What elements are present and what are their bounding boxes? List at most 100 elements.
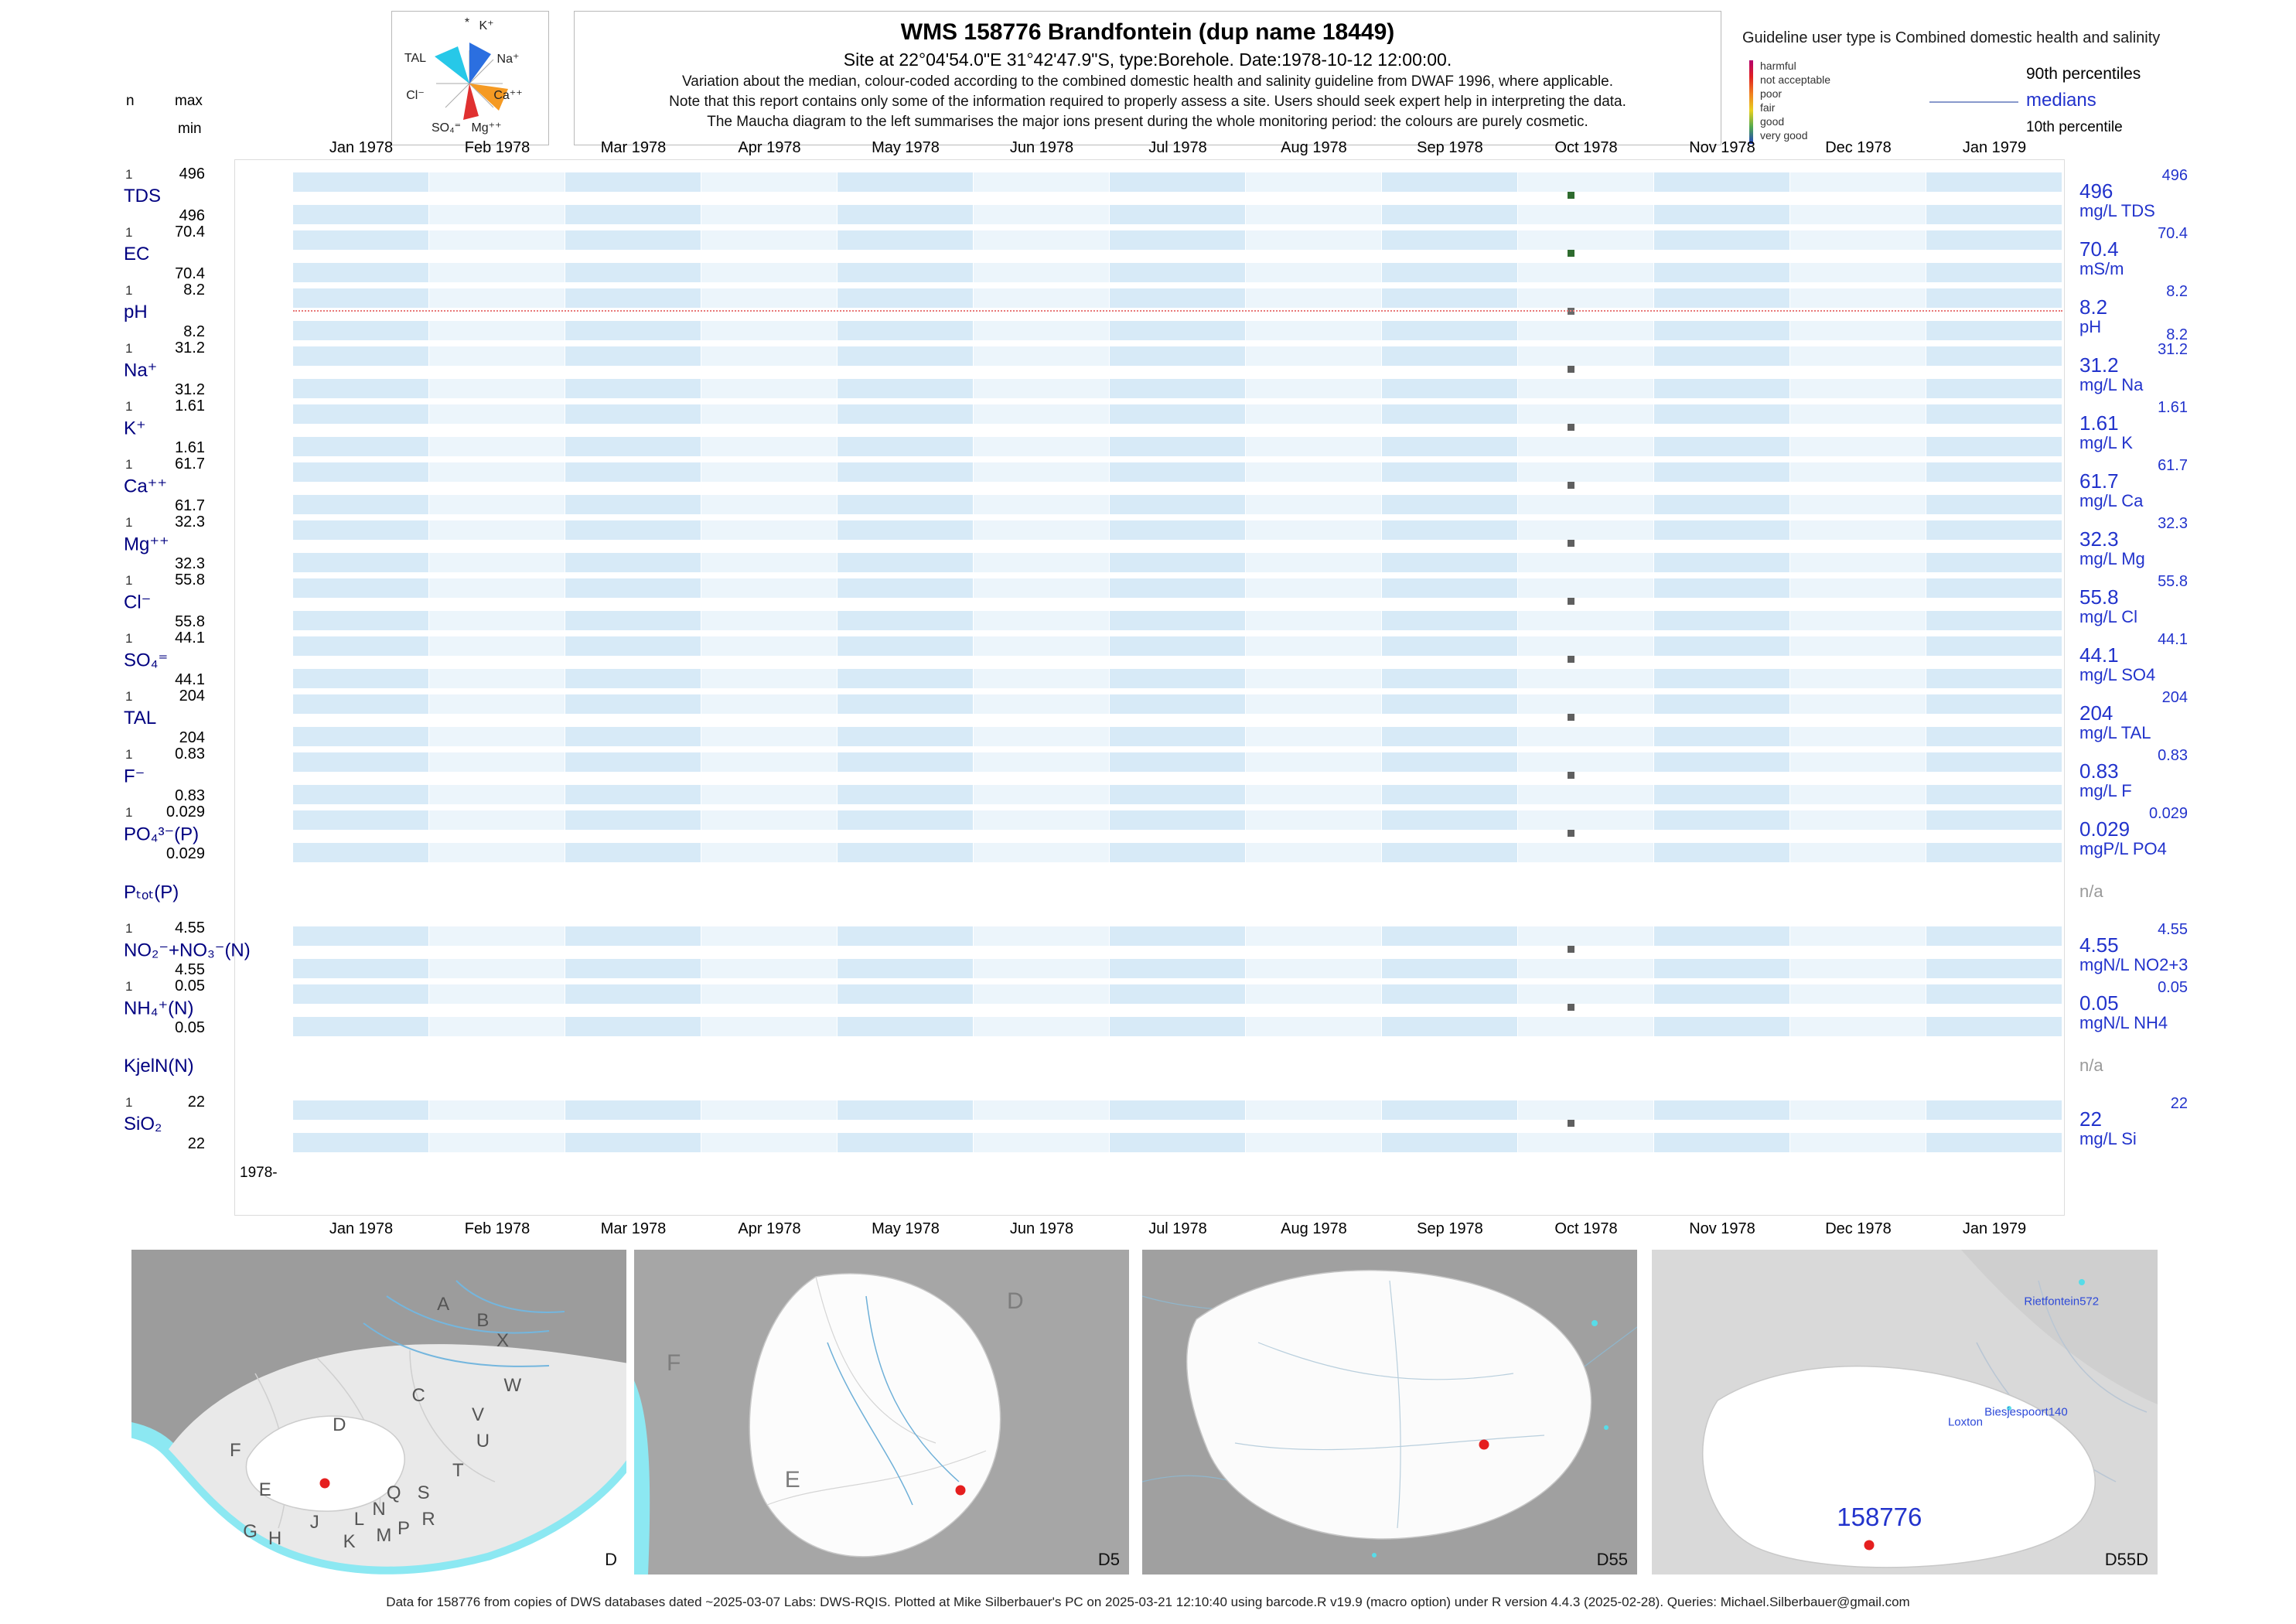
param-row-po-p: 1 0.029 0.029 PO₄³⁻(P) 0.029 0.029 mgP/L PO4: [0, 803, 2296, 863]
axis-key-max: max: [175, 93, 203, 109]
stripe-band: [293, 321, 2062, 340]
maucha-wedge-blue: [469, 43, 491, 84]
month-cell: [293, 1100, 429, 1120]
month-cell: [429, 288, 565, 308]
month-cell: [1246, 926, 1382, 946]
param-row-ph: 1 8.2 8.2 pH 8.2 8.2 pH 8.2: [0, 281, 2296, 343]
month-cell: [1654, 727, 1790, 746]
param-label: 1 32.3 32.3 Mg⁺⁺: [114, 513, 293, 573]
month-cell: [1926, 520, 2062, 540]
sample-count: 1: [125, 399, 133, 414]
maucha-label-na: Na⁺: [496, 53, 520, 66]
month-cell: [1654, 785, 1790, 804]
param-name: EC: [124, 243, 150, 264]
month-cell: [565, 321, 701, 340]
month-cell: [1518, 636, 1654, 656]
month-cell: [1926, 752, 2062, 772]
p10-legend-label: 10th percentile: [2026, 119, 2123, 135]
stripe-band: [293, 669, 2062, 688]
month-cell: [974, 437, 1110, 456]
param-row-kjeln-n: KjelN(N) n/a: [0, 1037, 2296, 1095]
month-cell: [565, 263, 701, 282]
month-cell: [974, 926, 1110, 946]
month-cell: [565, 553, 701, 572]
max-value: 0.029: [165, 803, 205, 821]
median-value: 1.61: [2079, 411, 2119, 435]
month-cell: [1654, 553, 1790, 572]
na-value: n/a: [2079, 1056, 2103, 1075]
stripe-band: [293, 984, 2062, 1004]
month-cell: [838, 230, 974, 250]
month-cell: [429, 1100, 565, 1120]
month-cell: [701, 1017, 838, 1036]
month-cell: [429, 636, 565, 656]
month-cell: [1110, 752, 1246, 772]
region-letter-n: N: [372, 1499, 386, 1520]
month-label: Aug 1978: [1281, 1220, 1347, 1237]
month-cell: [1110, 611, 1246, 630]
stripe-band: [293, 379, 2062, 398]
month-label: May 1978: [872, 139, 940, 156]
month-cell: [1382, 263, 1518, 282]
month-cell: [1246, 1017, 1382, 1036]
rivers: [1234, 1280, 1545, 1529]
stripe-band: [293, 694, 2062, 714]
month-cell: [1654, 230, 1790, 250]
month-cell: [1110, 520, 1246, 540]
month-cell: [1926, 437, 2062, 456]
param-label: KjelN(N): [114, 1037, 293, 1095]
month-cell: [701, 843, 838, 862]
p90-value: 70.4: [2158, 225, 2188, 242]
month-cell: [1110, 379, 1246, 398]
stripe-band: [293, 578, 2062, 598]
p90-value: 0.029: [2148, 805, 2188, 822]
month-cell: [701, 553, 838, 572]
month-cell: [1790, 926, 1926, 946]
param-label: 1 0.05 0.05 NH₄⁺(N): [114, 977, 293, 1037]
month-cell: [1518, 321, 1654, 340]
map-panel-secondary: D55: [1142, 1250, 1637, 1575]
region-letter-s: S: [417, 1482, 430, 1503]
month-cell: [1926, 346, 2062, 366]
region-letter-h: H: [268, 1527, 282, 1549]
month-cell: [701, 926, 838, 946]
stripe-band: [293, 959, 2062, 978]
month-cell: [293, 263, 429, 282]
data-point: [1568, 1004, 1574, 1011]
month-cell: [1518, 694, 1654, 714]
month-cell: [1790, 553, 1926, 572]
sample-count: 1: [125, 979, 133, 994]
stripe-band: [293, 404, 2062, 424]
month-cell: [1790, 752, 1926, 772]
month-cell: [1654, 462, 1790, 482]
param-name: Pₜₒₜ(P): [124, 882, 179, 902]
month-cell: [1926, 959, 2062, 978]
month-cell: [1790, 379, 1926, 398]
month-cell: [1110, 578, 1246, 598]
month-cell: [1382, 636, 1518, 656]
month-cell: [1110, 321, 1246, 340]
month-cell: [1926, 984, 2062, 1004]
region-letter-t: T: [452, 1459, 464, 1481]
month-cell: [701, 810, 838, 830]
month-cell: [1926, 462, 2062, 482]
maucha-label-ca: Ca⁺⁺: [493, 89, 523, 102]
month-cell: [1790, 984, 1926, 1004]
month-cell: [293, 959, 429, 978]
month-cell: [838, 288, 974, 308]
month-cell: [293, 172, 429, 192]
month-cell: [565, 495, 701, 514]
month-cell: [429, 1017, 565, 1036]
month-cell: [1790, 843, 1926, 862]
month-cell: [293, 578, 429, 598]
param-label: 1 496 496 TDS: [114, 165, 293, 225]
month-cell: [974, 520, 1110, 540]
month-cell: [1790, 694, 1926, 714]
month-cell: [1518, 205, 1654, 224]
region-letter-u: U: [476, 1430, 490, 1452]
guideline-scale-labels: harmful not acceptable poor fair good very go…: [1760, 59, 1830, 142]
maucha-wedge-cyan: [435, 46, 469, 84]
month-cell: [1110, 230, 1246, 250]
month-cell: [838, 843, 974, 862]
